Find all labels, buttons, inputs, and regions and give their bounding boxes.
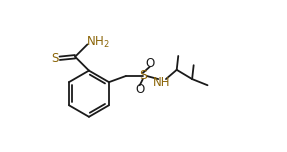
Text: S: S xyxy=(51,52,59,65)
Text: NH: NH xyxy=(153,76,171,89)
Text: S: S xyxy=(139,69,147,83)
Text: O: O xyxy=(135,83,144,96)
Text: O: O xyxy=(145,57,154,70)
Text: NH$_2$: NH$_2$ xyxy=(86,35,109,50)
